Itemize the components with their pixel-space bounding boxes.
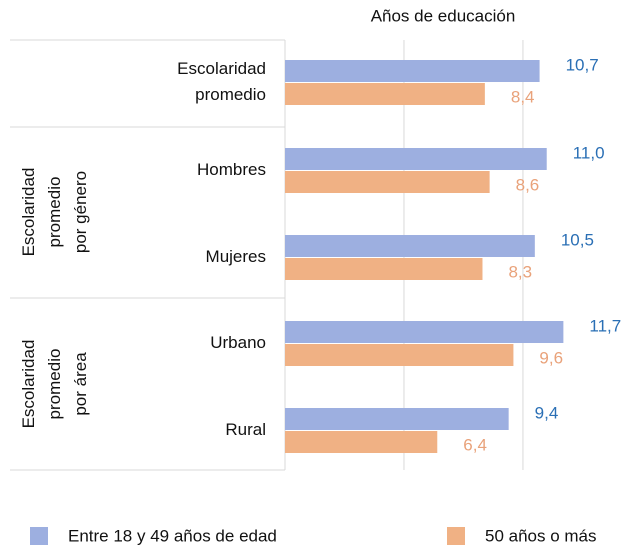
value-label: 10,7 xyxy=(566,55,599,74)
legend-label: 50 años o más xyxy=(485,526,597,545)
bar xyxy=(285,235,535,257)
bar xyxy=(285,83,485,105)
value-label: 8,3 xyxy=(508,262,532,281)
bar xyxy=(285,431,438,453)
group-label: Escolaridad promedio por área xyxy=(19,339,90,429)
value-label: 10,5 xyxy=(561,230,594,249)
bar xyxy=(285,321,564,343)
value-label: 8,4 xyxy=(511,87,535,106)
value-label: 11,7 xyxy=(589,316,621,335)
category-label: Hombres xyxy=(197,160,266,179)
legend-swatch xyxy=(447,527,465,545)
legend-swatch xyxy=(30,527,48,545)
group-label: Escolaridad promedio por género xyxy=(19,167,90,257)
category-label: Mujeres xyxy=(205,247,266,266)
bar xyxy=(285,344,514,366)
value-label: 9,6 xyxy=(539,348,563,367)
category-label: Rural xyxy=(225,420,266,439)
bar xyxy=(285,60,540,82)
value-label: 9,4 xyxy=(535,403,559,422)
chart-title: Años de educación xyxy=(371,6,516,25)
bar xyxy=(285,408,509,430)
legend-label: Entre 18 y 49 años de edad xyxy=(68,526,277,545)
bar xyxy=(285,148,547,170)
bar xyxy=(285,258,483,280)
value-label: 11,0 xyxy=(573,143,605,162)
value-label: 8,6 xyxy=(516,175,540,194)
category-label: Escolaridad promedio xyxy=(177,59,266,104)
category-label: Urbano xyxy=(210,333,266,352)
value-label: 6,4 xyxy=(463,435,487,454)
bar xyxy=(285,171,490,193)
